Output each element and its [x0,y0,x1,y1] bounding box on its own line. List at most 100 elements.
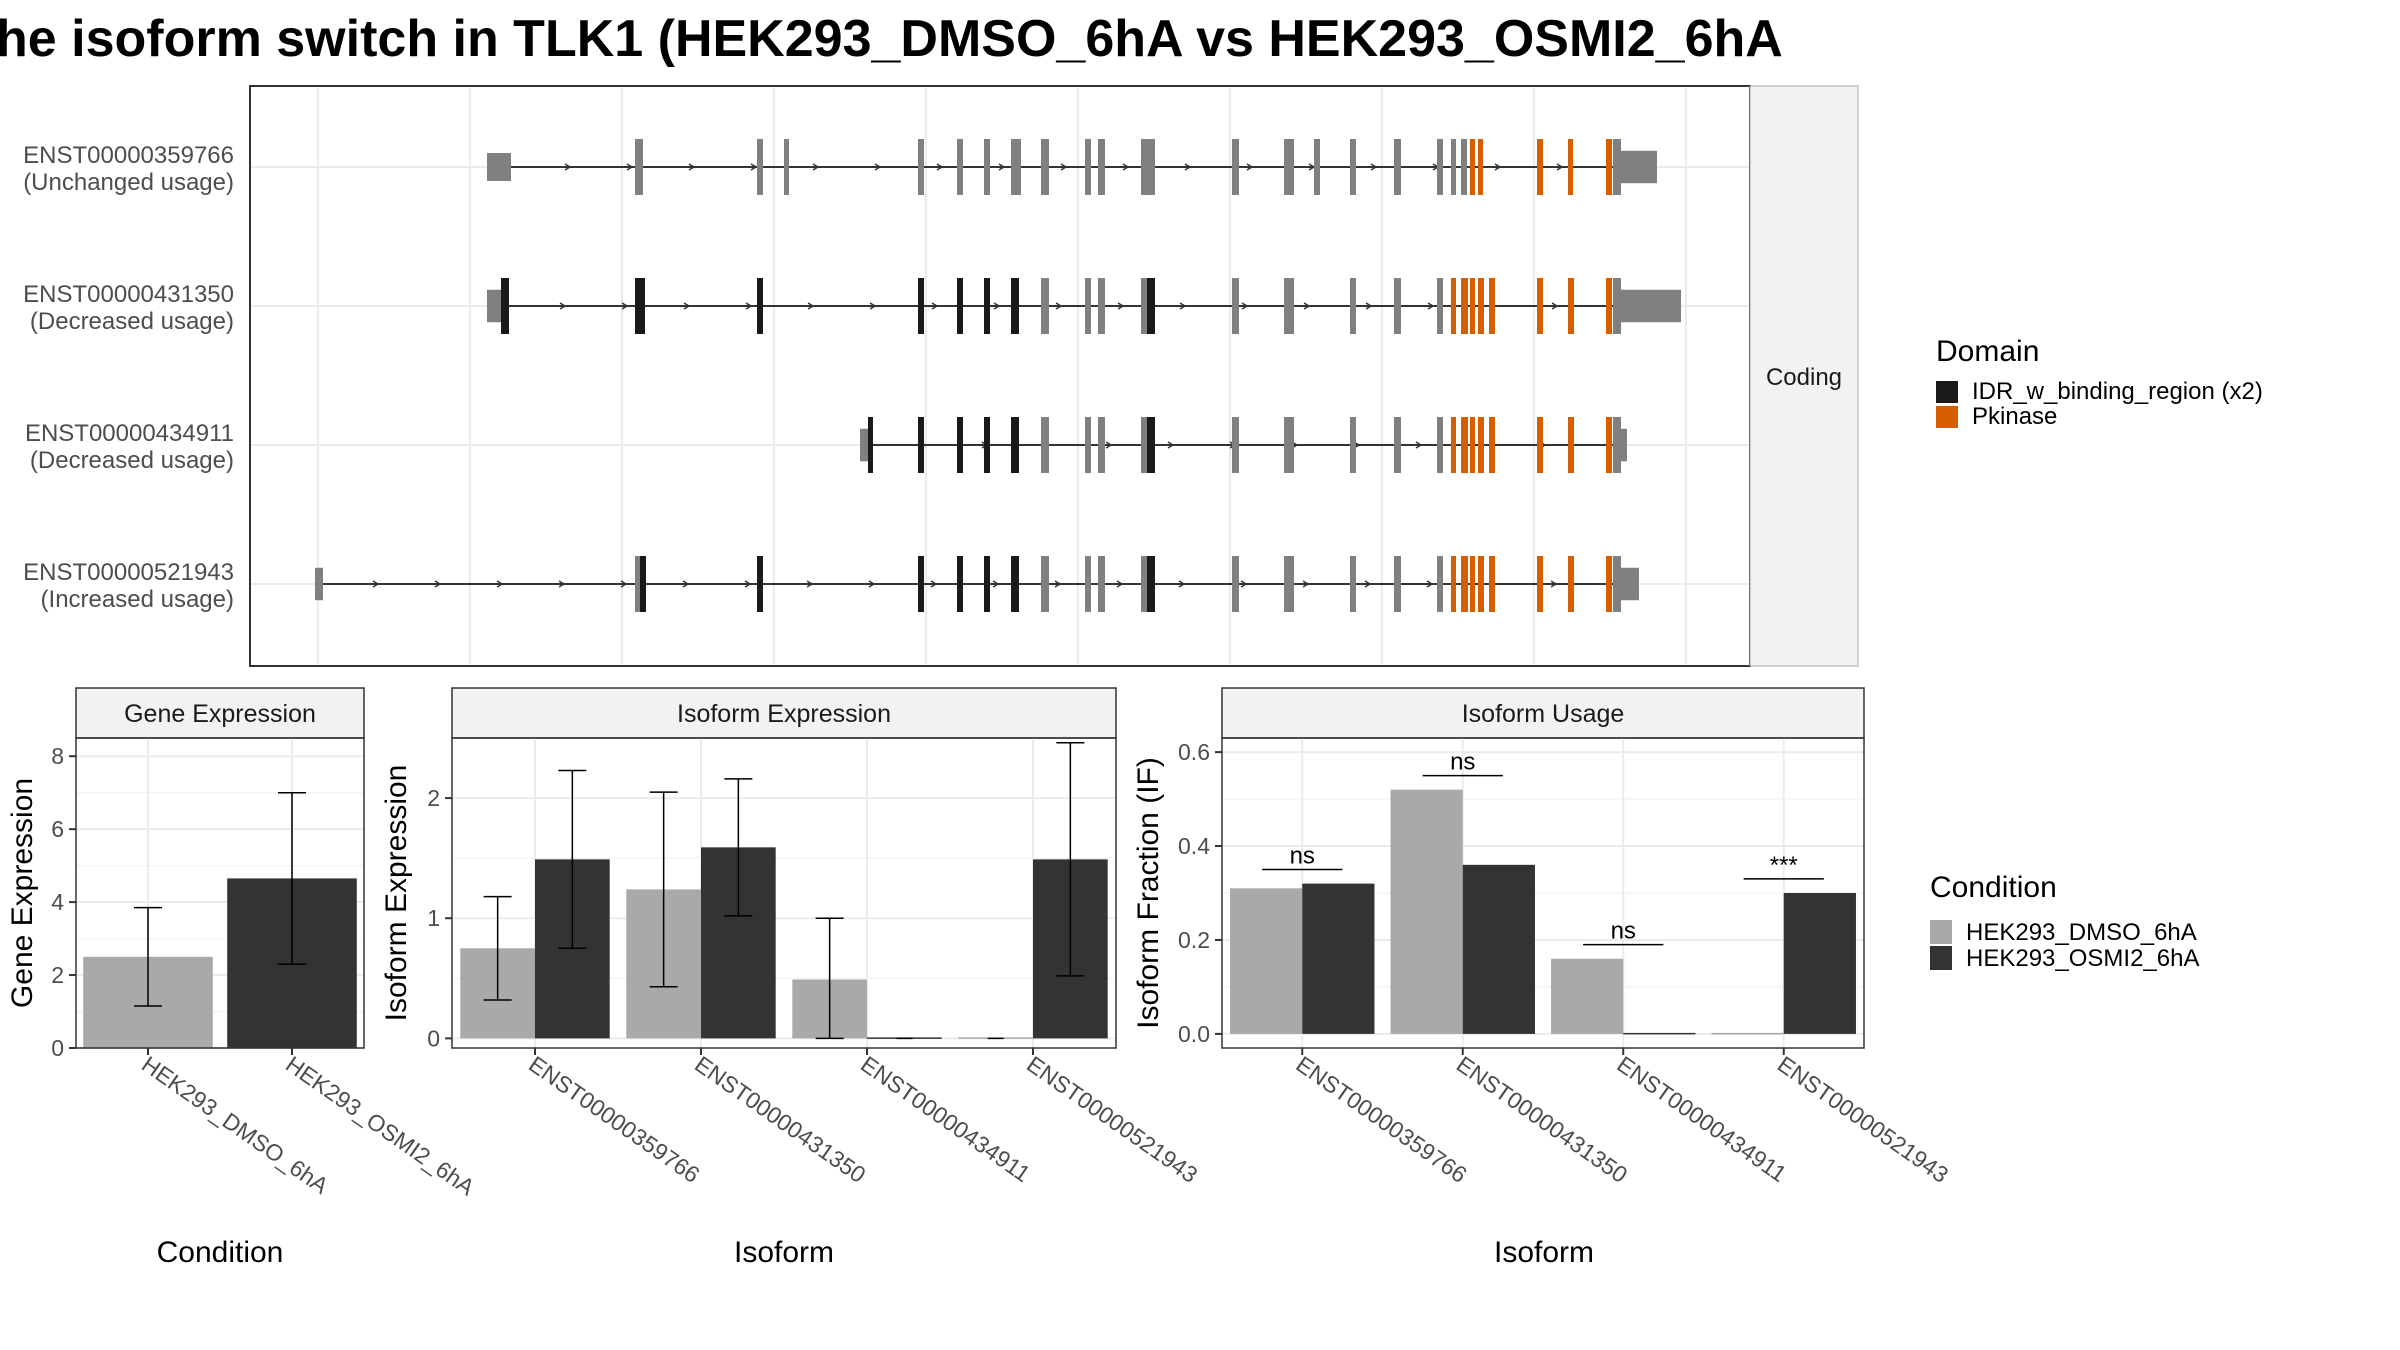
exon-block [1350,556,1356,612]
x-axis-title: Condition [157,1236,284,1269]
exon-block [640,556,646,612]
strand-arrow [683,302,691,310]
isoform-row-id: ENST00000521943 [23,559,234,586]
isoform-expression-chart: Isoform Expression012ENST00000359766ENST… [380,687,1203,1269]
exon-block [757,556,763,612]
exon-block [918,556,924,612]
exon-block [1568,556,1574,612]
condition-legend-key [1930,946,1952,970]
condition-legend-key [1930,920,1952,944]
exon-block [1098,139,1105,195]
y-tick-label: 0.2 [1178,927,1210,953]
exon-block [1621,567,1639,601]
exon-block [918,278,924,334]
exon-block [1613,278,1621,334]
exon-block [1437,556,1443,612]
strand-arrow [1060,163,1068,171]
strand-arrow [874,163,882,171]
y-tick-label: 8 [51,743,64,769]
exon-block [1350,139,1356,195]
strand-arrow [1415,441,1423,449]
exon-block [1613,417,1621,473]
isoform-usage-chart: Isoform Usage 0.0 0.2 0.4 0.6 ns ns ns *** ENST00… [1132,687,1953,1269]
strand-arrow [496,580,504,588]
exon-block [1147,278,1155,334]
exon-block [1141,556,1147,612]
exon-block [1437,139,1443,195]
exon-block [1621,150,1657,184]
exon-block [501,278,509,334]
exon-block [1606,556,1612,612]
domain-legend-label: Pkinase [1972,403,2057,430]
exon-block [868,417,873,473]
condition-legend-title: Condition [1930,871,2057,904]
bar [1230,888,1303,1034]
strand-arrow [558,580,566,588]
strand-arrow [682,580,690,588]
structure-background [250,86,1750,666]
exon-block [1041,556,1049,612]
exon-block [1041,278,1049,334]
strand-arrow [1303,302,1311,310]
exon-block [1613,556,1621,612]
plot-title-strip [451,687,1117,739]
strand-arrow [626,163,634,171]
exon-block [1350,278,1356,334]
exon-block [1478,139,1483,195]
exon-block [1041,139,1049,195]
strand-arrow [936,163,944,171]
exon-block [1394,139,1401,195]
exon-block [1568,417,1574,473]
y-axis-title: Isoform Fraction (IF) [1132,757,1165,1029]
y-tick-label: 0 [51,1035,64,1061]
y-tick-label: 0 [427,1025,440,1051]
exon-block [487,153,511,181]
x-tick-label: ENST00000521943 [1022,1051,1202,1188]
y-tick-label: 2 [51,962,64,988]
strand-arrow [1167,441,1175,449]
exon-block [1537,139,1543,195]
strand-arrow [806,580,814,588]
strand-arrow [1246,163,1254,171]
strand-arrow [434,580,442,588]
exon-block [1394,278,1401,334]
y-tick-label: 6 [51,816,64,842]
x-tick-label: ENST00000359766 [524,1051,704,1188]
condition-legend-label: HEK293_DMSO_6hA [1966,919,2197,946]
strand-arrow [1055,302,1063,310]
y-tick-label: 0.0 [1178,1021,1210,1047]
exon-block [487,289,501,323]
exon-block [1470,139,1475,195]
strand-arrow [1364,580,1372,588]
exon-block [860,428,868,462]
exon-block [315,567,323,601]
exon-block [1085,417,1091,473]
isoform-row-usage: (Increased usage) [41,586,234,613]
x-tick-label: ENST00000359766 [1291,1051,1471,1188]
strand-arrow [620,580,628,588]
significance-label: ns [1290,843,1315,870]
strand-arrow [1116,580,1124,588]
exon-block [1147,556,1155,612]
x-tick-label: ENST00000434911 [856,1051,1035,1187]
plot-border [451,737,1117,1049]
exon-block [1041,417,1049,473]
transcript-structure-panel: Coding ENST00000359766(Unchanged usage) EN… [23,85,1859,667]
bar [1783,893,1856,1034]
x-tick-label: ENST00000431350 [690,1051,870,1188]
strand-arrow [1105,441,1113,449]
exon-block [1478,556,1484,612]
strand-arrow [1178,580,1186,588]
exon-block [757,278,763,334]
bar [1302,883,1375,1034]
structure-strip [1749,85,1859,667]
strand-arrow [869,302,877,310]
exon-block [1606,417,1612,473]
exon-block [984,556,990,612]
structure-strip-label: Coding [1766,364,1842,391]
domain-legend-label: IDR_w_binding_region (x2) [1972,378,2263,405]
exon-block [1470,278,1475,334]
exon-block [1461,556,1468,612]
isoform-row-usage: (Unchanged usage) [23,169,234,196]
